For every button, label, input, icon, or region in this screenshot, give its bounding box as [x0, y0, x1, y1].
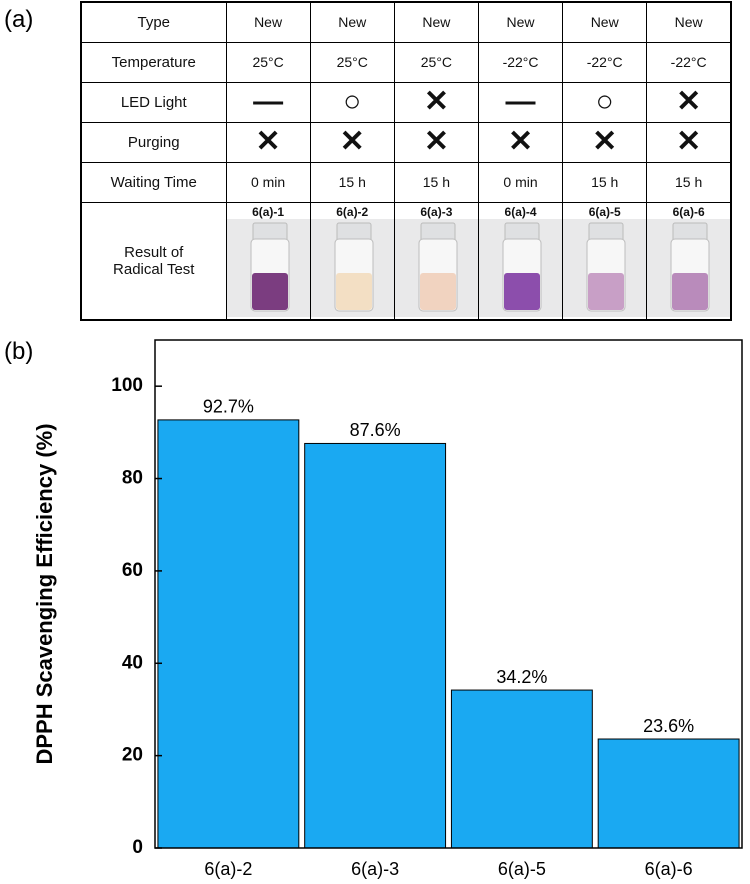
table-cell: ✕ — [646, 121, 732, 163]
table-cell: ✕ — [225, 121, 311, 163]
vial-photo — [479, 218, 562, 317]
table-cell: ✕ — [562, 121, 648, 163]
y-tick-label: 60 — [122, 560, 143, 581]
table-row: Temperature 25°C 25°C 25°C -22°C -22°C -22°C — [80, 41, 732, 83]
table-cell: New — [393, 1, 479, 43]
table-cell: New — [309, 1, 395, 43]
table-cell: 6(a)-6 — [646, 201, 732, 321]
condition-table: Type New New New New New New Temperature 25°C 25°… — [80, 1, 732, 321]
table-cell: 0 min — [477, 161, 564, 203]
table-cell: 25°C — [309, 41, 395, 83]
table-row: LED Light — ○ ✕ — ○ ✕ — [80, 81, 732, 123]
row-label: Result of Radical Test — [80, 201, 227, 321]
table-cell: — — [477, 81, 564, 123]
table-cell: ✕ — [477, 121, 564, 163]
table-cell: ✕ — [646, 81, 732, 123]
row-label: Purging — [80, 121, 227, 163]
sample-label: 6(a)-2 — [336, 204, 369, 219]
sample-label: 6(a)-4 — [504, 204, 537, 219]
row-label: LED Light — [80, 81, 227, 123]
table-cell: -22°C — [646, 41, 732, 83]
table-cell: 25°C — [225, 41, 311, 83]
table-cell: 6(a)-2 — [309, 201, 395, 321]
table-cell: 6(a)-1 — [225, 201, 311, 321]
vial-photo — [311, 218, 394, 317]
table-cell: ✕ — [309, 121, 395, 163]
y-tick-label: 20 — [122, 745, 143, 766]
sample-label: 6(a)-1 — [252, 204, 285, 219]
table-cell: New — [225, 1, 311, 43]
table-cell: 15 h — [309, 161, 395, 203]
table-cell: 25°C — [393, 41, 479, 83]
y-tick-label: 100 — [111, 375, 143, 396]
plot-frame — [154, 339, 743, 849]
panel-label: (a) — [4, 6, 34, 33]
y-axis-label: DPPH Scavenging Efficiency (%) — [32, 423, 57, 764]
table-row: Purging ✕ ✕ ✕ ✕ ✕ ✕ — [80, 121, 732, 163]
x-tick-label: 6(a)-2 — [204, 859, 252, 879]
table-cell: 15 h — [393, 161, 479, 203]
table-cell: -22°C — [562, 41, 648, 83]
table-cell: 6(a)-4 — [477, 201, 564, 321]
table-cell: -22°C — [477, 41, 564, 83]
y-tick-label: 0 — [132, 837, 143, 858]
row-label: Type — [80, 1, 227, 43]
table-cell: ○ — [562, 81, 648, 123]
table-cell: New — [477, 1, 564, 43]
table-cell: 6(a)-5 — [562, 201, 648, 321]
row-label: Waiting Time — [80, 161, 227, 203]
table-row: Type New New New New New New — [80, 1, 732, 43]
value-label: 92.7% — [203, 397, 254, 417]
sample-label: 6(a)-6 — [672, 204, 705, 219]
bar — [597, 738, 740, 849]
table-cell: 0 min — [225, 161, 311, 203]
table-row: Result of Radical Test 6(a)-1 6(a)-2 6(a)… — [80, 201, 732, 321]
y-tick-label: 80 — [122, 468, 143, 489]
vial-photo — [647, 218, 730, 317]
x-tick-label: 6(a)-3 — [351, 859, 399, 879]
vial-photo — [227, 218, 310, 317]
table-cell: 6(a)-3 — [393, 201, 479, 321]
table-cell: — — [225, 81, 311, 123]
table-cell: 15 h — [646, 161, 732, 203]
sample-label: 6(a)-5 — [588, 204, 621, 219]
table-cell: New — [646, 1, 732, 43]
x-tick-label: 6(a)-6 — [645, 859, 693, 879]
table-cell: 15 h — [562, 161, 648, 203]
vial-photo — [395, 218, 478, 317]
table-cell: ✕ — [393, 81, 479, 123]
x-tick-label: 6(a)-5 — [498, 859, 546, 879]
panel-label: (b) — [4, 338, 34, 365]
y-tick-label: 40 — [122, 652, 143, 673]
sample-label: 6(a)-3 — [420, 204, 453, 219]
value-label: 34.2% — [496, 667, 547, 687]
bar — [304, 442, 447, 849]
value-label: 87.6% — [350, 420, 401, 440]
table-cell: ○ — [309, 81, 395, 123]
table-cell: ✕ — [393, 121, 479, 163]
value-label: 23.6% — [643, 716, 694, 736]
table-cell: New — [562, 1, 648, 43]
bar — [450, 689, 593, 849]
vial-photo — [563, 218, 646, 317]
bar — [157, 419, 300, 849]
row-label: Temperature — [80, 41, 227, 83]
